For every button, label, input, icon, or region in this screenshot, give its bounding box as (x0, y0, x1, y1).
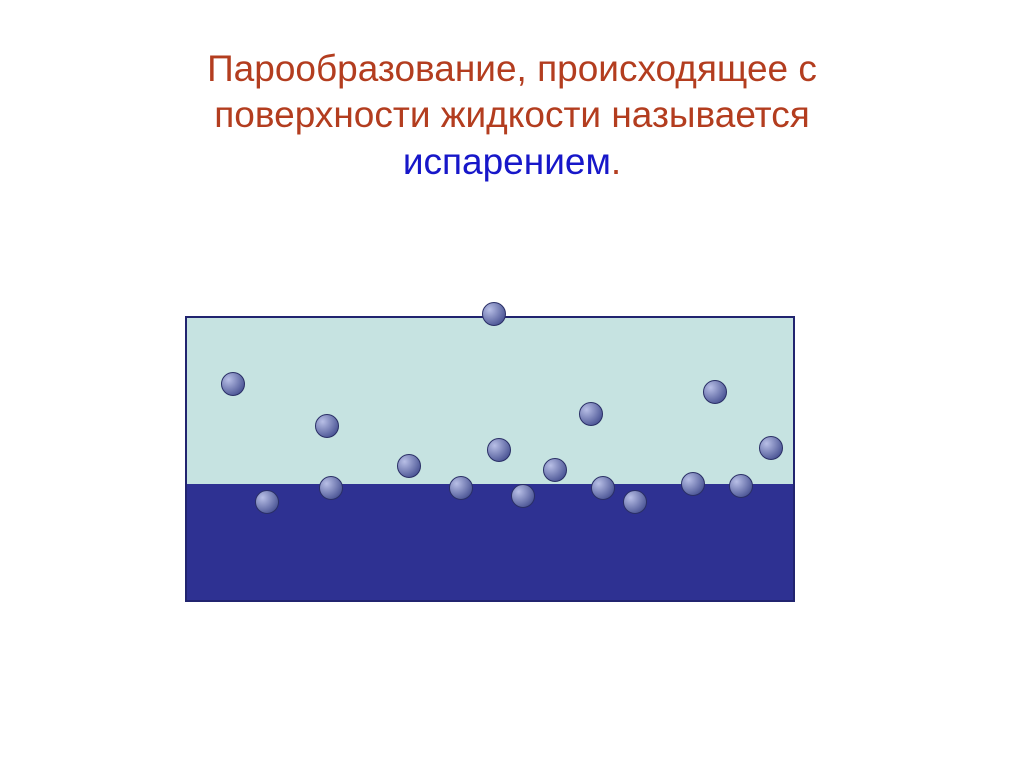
title-line-1: Парообразование, происходящее с (0, 46, 1024, 92)
title-highlight-word: испарением (403, 141, 611, 182)
particle (681, 472, 705, 496)
particle (591, 476, 615, 500)
particle (543, 458, 567, 482)
particle (511, 484, 535, 508)
particle (729, 474, 753, 498)
particle (255, 490, 279, 514)
particle (221, 372, 245, 396)
particle (397, 454, 421, 478)
particle (487, 438, 511, 462)
slide-title: Парообразование, происходящее с поверхно… (0, 46, 1024, 185)
vapor-layer (187, 318, 793, 484)
particle (315, 414, 339, 438)
title-punct: . (611, 141, 621, 182)
evaporation-diagram (185, 316, 795, 602)
slide: { "title": { "line1": "Парообразование, … (0, 0, 1024, 767)
particle (623, 490, 647, 514)
particle (319, 476, 343, 500)
particle (449, 476, 473, 500)
particle (482, 302, 506, 326)
title-line-2: поверхности жидкости называется (0, 92, 1024, 138)
particle (579, 402, 603, 426)
title-line-3: испарением. (0, 139, 1024, 185)
particle (759, 436, 783, 460)
particle (703, 380, 727, 404)
